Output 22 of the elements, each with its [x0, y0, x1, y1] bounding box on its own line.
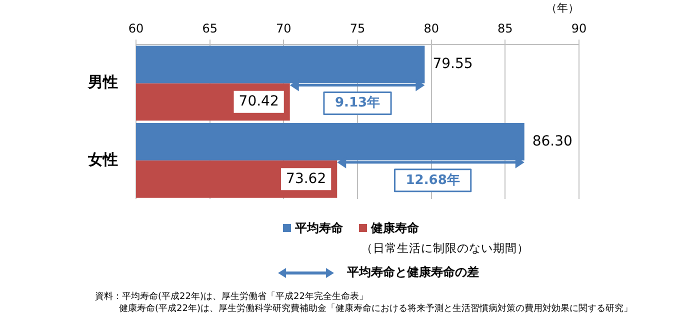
text: 健康寿命(平成22年)は、厚生労働科学研究費補助金「健康寿命における将来予測と生活習慣病対策の費用対効果に関する研究」	[118, 303, 634, 315]
y-tick-label: 男性	[87, 73, 118, 92]
x-tick-label: 65	[202, 22, 218, 36]
text: 平均寿命と健康寿命の差	[347, 264, 479, 281]
legend-label: 健康寿命	[370, 220, 419, 237]
x-tick-label: 75	[350, 22, 366, 36]
x-tick-label: 60	[128, 22, 144, 36]
data-label: 73.62	[286, 170, 326, 187]
x-tick-label: 80	[424, 22, 439, 36]
annotation: 9.13年	[334, 96, 380, 111]
x-tick-label: 70	[276, 22, 292, 36]
data-label: 70.42	[238, 94, 279, 110]
x-axis-title: （年）	[546, 2, 579, 15]
legend-label: 平均寿命	[294, 220, 343, 237]
y-tick-label: 女性	[87, 150, 118, 168]
text: （日常生活に制限のない期間）	[360, 241, 529, 256]
data-label: 86.30	[532, 133, 572, 150]
x-tick-label: 90	[571, 22, 587, 36]
data-label: 79.55	[432, 56, 473, 72]
x-tick-label: 85	[498, 22, 513, 36]
annotation: 12.68年	[406, 172, 460, 188]
text: 資料：平均寿命(平成22年)は、厚生労働省「平成22年完全生命表」	[95, 291, 369, 303]
